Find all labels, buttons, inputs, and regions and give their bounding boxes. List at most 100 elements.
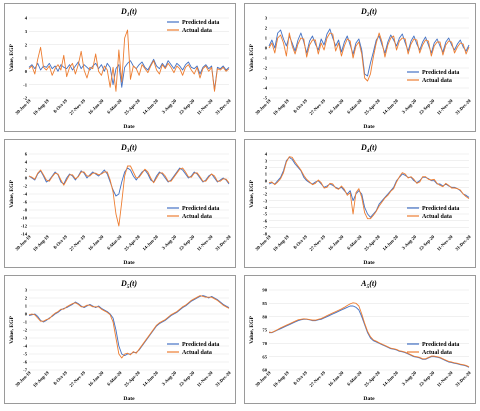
y-tick-label: 70 <box>262 341 267 346</box>
y-axis-label: Value, EGP <box>9 180 15 208</box>
series-line-actual <box>268 32 470 82</box>
title-sub: 1 <box>127 12 130 18</box>
y-tick-label: -5 <box>23 352 28 357</box>
y-tick-label: 2 <box>25 42 28 47</box>
x-tick-label: 25-Apr-20 <box>123 234 141 252</box>
x-axis-label: Date <box>363 124 375 130</box>
series-line-actual <box>28 29 230 92</box>
legend-label: Predicted data <box>182 206 219 212</box>
y-tick-label: 85 <box>262 301 267 306</box>
y-tick-label: -3 <box>23 336 28 341</box>
y-tick-label: 80 <box>262 314 267 319</box>
x-tick-label: 14-Jun-20 <box>382 234 400 252</box>
x-tick-label: 16-Jan-20 <box>327 234 345 252</box>
series-line-actual <box>268 302 470 368</box>
legend-label: Predicted data <box>422 70 459 76</box>
x-tick-label: 8-Oct-19 <box>52 234 68 250</box>
y-tick-label: 0 <box>25 69 28 74</box>
y-axis-label: Value, EGP <box>9 44 15 72</box>
x-tick-label: 25-Apr-20 <box>123 98 141 116</box>
y-axis-label: Value, EGP <box>9 316 15 344</box>
legend-label: Actual data <box>422 350 452 356</box>
x-tick-label: 11-Nov-20 <box>436 234 454 252</box>
legend-label: Predicted data <box>182 20 219 26</box>
x-tick-label: 31-Dec-20 <box>214 98 232 116</box>
x-tick-label: 11-Nov-20 <box>196 98 214 116</box>
x-tick-label: 16-Jan-20 <box>87 234 105 252</box>
title-sub: 5 <box>367 284 370 290</box>
y-tick-label: -10 <box>21 216 28 221</box>
title-main: D <box>360 7 367 16</box>
title-tail: (t) <box>129 143 137 152</box>
y-tick-label: 0 <box>25 176 28 181</box>
x-tick-label: 31-Dec-20 <box>214 370 232 388</box>
x-tick-label: 22-Sep-20 <box>418 234 436 252</box>
y-tick-label: -3 <box>263 76 268 81</box>
chart-title: D4(t) <box>360 143 377 154</box>
y-tick-label: -4 <box>263 205 268 210</box>
y-axis-label: Value, EGP <box>249 316 255 344</box>
y-tick-label: -12 <box>21 224 28 229</box>
x-tick-label: 8-Oct-19 <box>52 98 68 114</box>
x-tick-label: 3-Aug-20 <box>161 370 178 387</box>
title-main: D <box>120 143 127 152</box>
x-tick-label: 19-Aug-19 <box>272 370 290 388</box>
y-tick-label: 65 <box>262 354 267 359</box>
x-tick-label: 14-Jun-20 <box>382 98 400 116</box>
x-tick-label: 6-Mar-20 <box>106 370 123 387</box>
x-tick-label: 27-Nov-19 <box>308 234 326 252</box>
chart-title: D1(t) <box>120 7 137 18</box>
y-tick-label: -4 <box>23 344 28 349</box>
legend-label: Predicted data <box>422 206 459 212</box>
legend-label: Actual data <box>422 214 452 220</box>
legend-label: Predicted data <box>422 342 459 348</box>
chart-title: D3(t) <box>120 143 137 154</box>
y-tick-label: 1 <box>25 304 28 309</box>
title-tail: (t) <box>129 279 137 288</box>
y-tick-label: -2 <box>23 328 28 333</box>
title-main: D <box>120 279 127 288</box>
y-tick-label: 0 <box>265 178 268 183</box>
x-tick-label: 8-Oct-19 <box>52 370 68 386</box>
x-axis-label: Date <box>123 396 135 402</box>
y-tick-label: -3 <box>263 198 268 203</box>
y-tick-label: 1 <box>265 172 268 177</box>
x-tick-label: 31-Dec-20 <box>454 98 472 116</box>
title-sub: 3 <box>126 148 130 154</box>
y-tick-label: 4 <box>25 160 28 165</box>
y-tick-label: -6 <box>263 218 268 223</box>
x-tick-label: 16-Jan-20 <box>327 370 345 388</box>
x-axis-label: Date <box>123 260 135 266</box>
y-tick-label: -7 <box>23 368 28 373</box>
x-tick-label: 27-Nov-19 <box>68 370 86 388</box>
title-sub: 4 <box>366 148 370 154</box>
y-axis-label: Value, EGP <box>249 44 255 72</box>
y-tick-label: -8 <box>263 232 268 237</box>
x-tick-label: 22-Sep-20 <box>178 98 196 116</box>
series-line-actual <box>268 156 470 220</box>
x-tick-label: 3-Aug-20 <box>401 370 418 387</box>
y-tick-label: 1 <box>25 56 28 61</box>
x-tick-label: 19-Aug-19 <box>32 370 50 388</box>
x-tick-label: 22-Sep-20 <box>178 234 196 252</box>
x-tick-label: 3-Aug-20 <box>401 234 418 251</box>
chart-title: D5(t) <box>120 279 137 290</box>
y-tick-label: -14 <box>21 232 28 237</box>
x-tick-label: 8-Oct-19 <box>292 98 308 114</box>
x-tick-label: 27-Nov-19 <box>68 234 86 252</box>
y-tick-label: -6 <box>23 360 28 365</box>
y-tick-label: 3 <box>25 29 28 34</box>
x-tick-label: 19-Aug-19 <box>32 98 50 116</box>
x-tick-label: 25-Apr-20 <box>363 370 381 388</box>
x-tick-label: 14-Jun-20 <box>142 98 160 116</box>
y-tick-label: -6 <box>23 200 28 205</box>
x-tick-label: 25-Apr-20 <box>123 370 141 388</box>
title-tail: (t) <box>129 7 137 16</box>
y-tick-label: -1 <box>23 82 28 87</box>
x-tick-label: 8-Oct-19 <box>292 234 308 250</box>
legend-label: Actual data <box>182 350 212 356</box>
